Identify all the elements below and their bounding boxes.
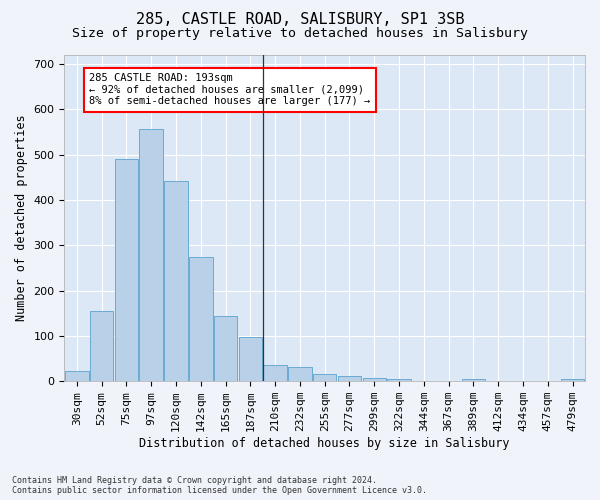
Bar <box>90 311 113 381</box>
Bar <box>461 379 485 381</box>
Bar <box>239 337 262 381</box>
Bar <box>189 256 212 381</box>
Bar <box>313 374 337 381</box>
Text: 285, CASTLE ROAD, SALISBURY, SP1 3SB: 285, CASTLE ROAD, SALISBURY, SP1 3SB <box>136 12 464 28</box>
Bar <box>362 378 386 381</box>
Bar <box>214 316 238 381</box>
Bar <box>263 366 287 381</box>
Bar <box>65 372 89 381</box>
Bar <box>164 180 188 381</box>
Bar <box>387 379 411 381</box>
Text: 285 CASTLE ROAD: 193sqm
← 92% of detached houses are smaller (2,099)
8% of semi-: 285 CASTLE ROAD: 193sqm ← 92% of detache… <box>89 73 370 106</box>
X-axis label: Distribution of detached houses by size in Salisbury: Distribution of detached houses by size … <box>139 437 510 450</box>
Y-axis label: Number of detached properties: Number of detached properties <box>15 115 28 322</box>
Bar <box>338 376 361 381</box>
Bar <box>115 159 138 381</box>
Text: Contains HM Land Registry data © Crown copyright and database right 2024.
Contai: Contains HM Land Registry data © Crown c… <box>12 476 427 495</box>
Bar <box>288 366 311 381</box>
Bar <box>139 129 163 381</box>
Bar <box>561 379 584 381</box>
Text: Size of property relative to detached houses in Salisbury: Size of property relative to detached ho… <box>72 28 528 40</box>
